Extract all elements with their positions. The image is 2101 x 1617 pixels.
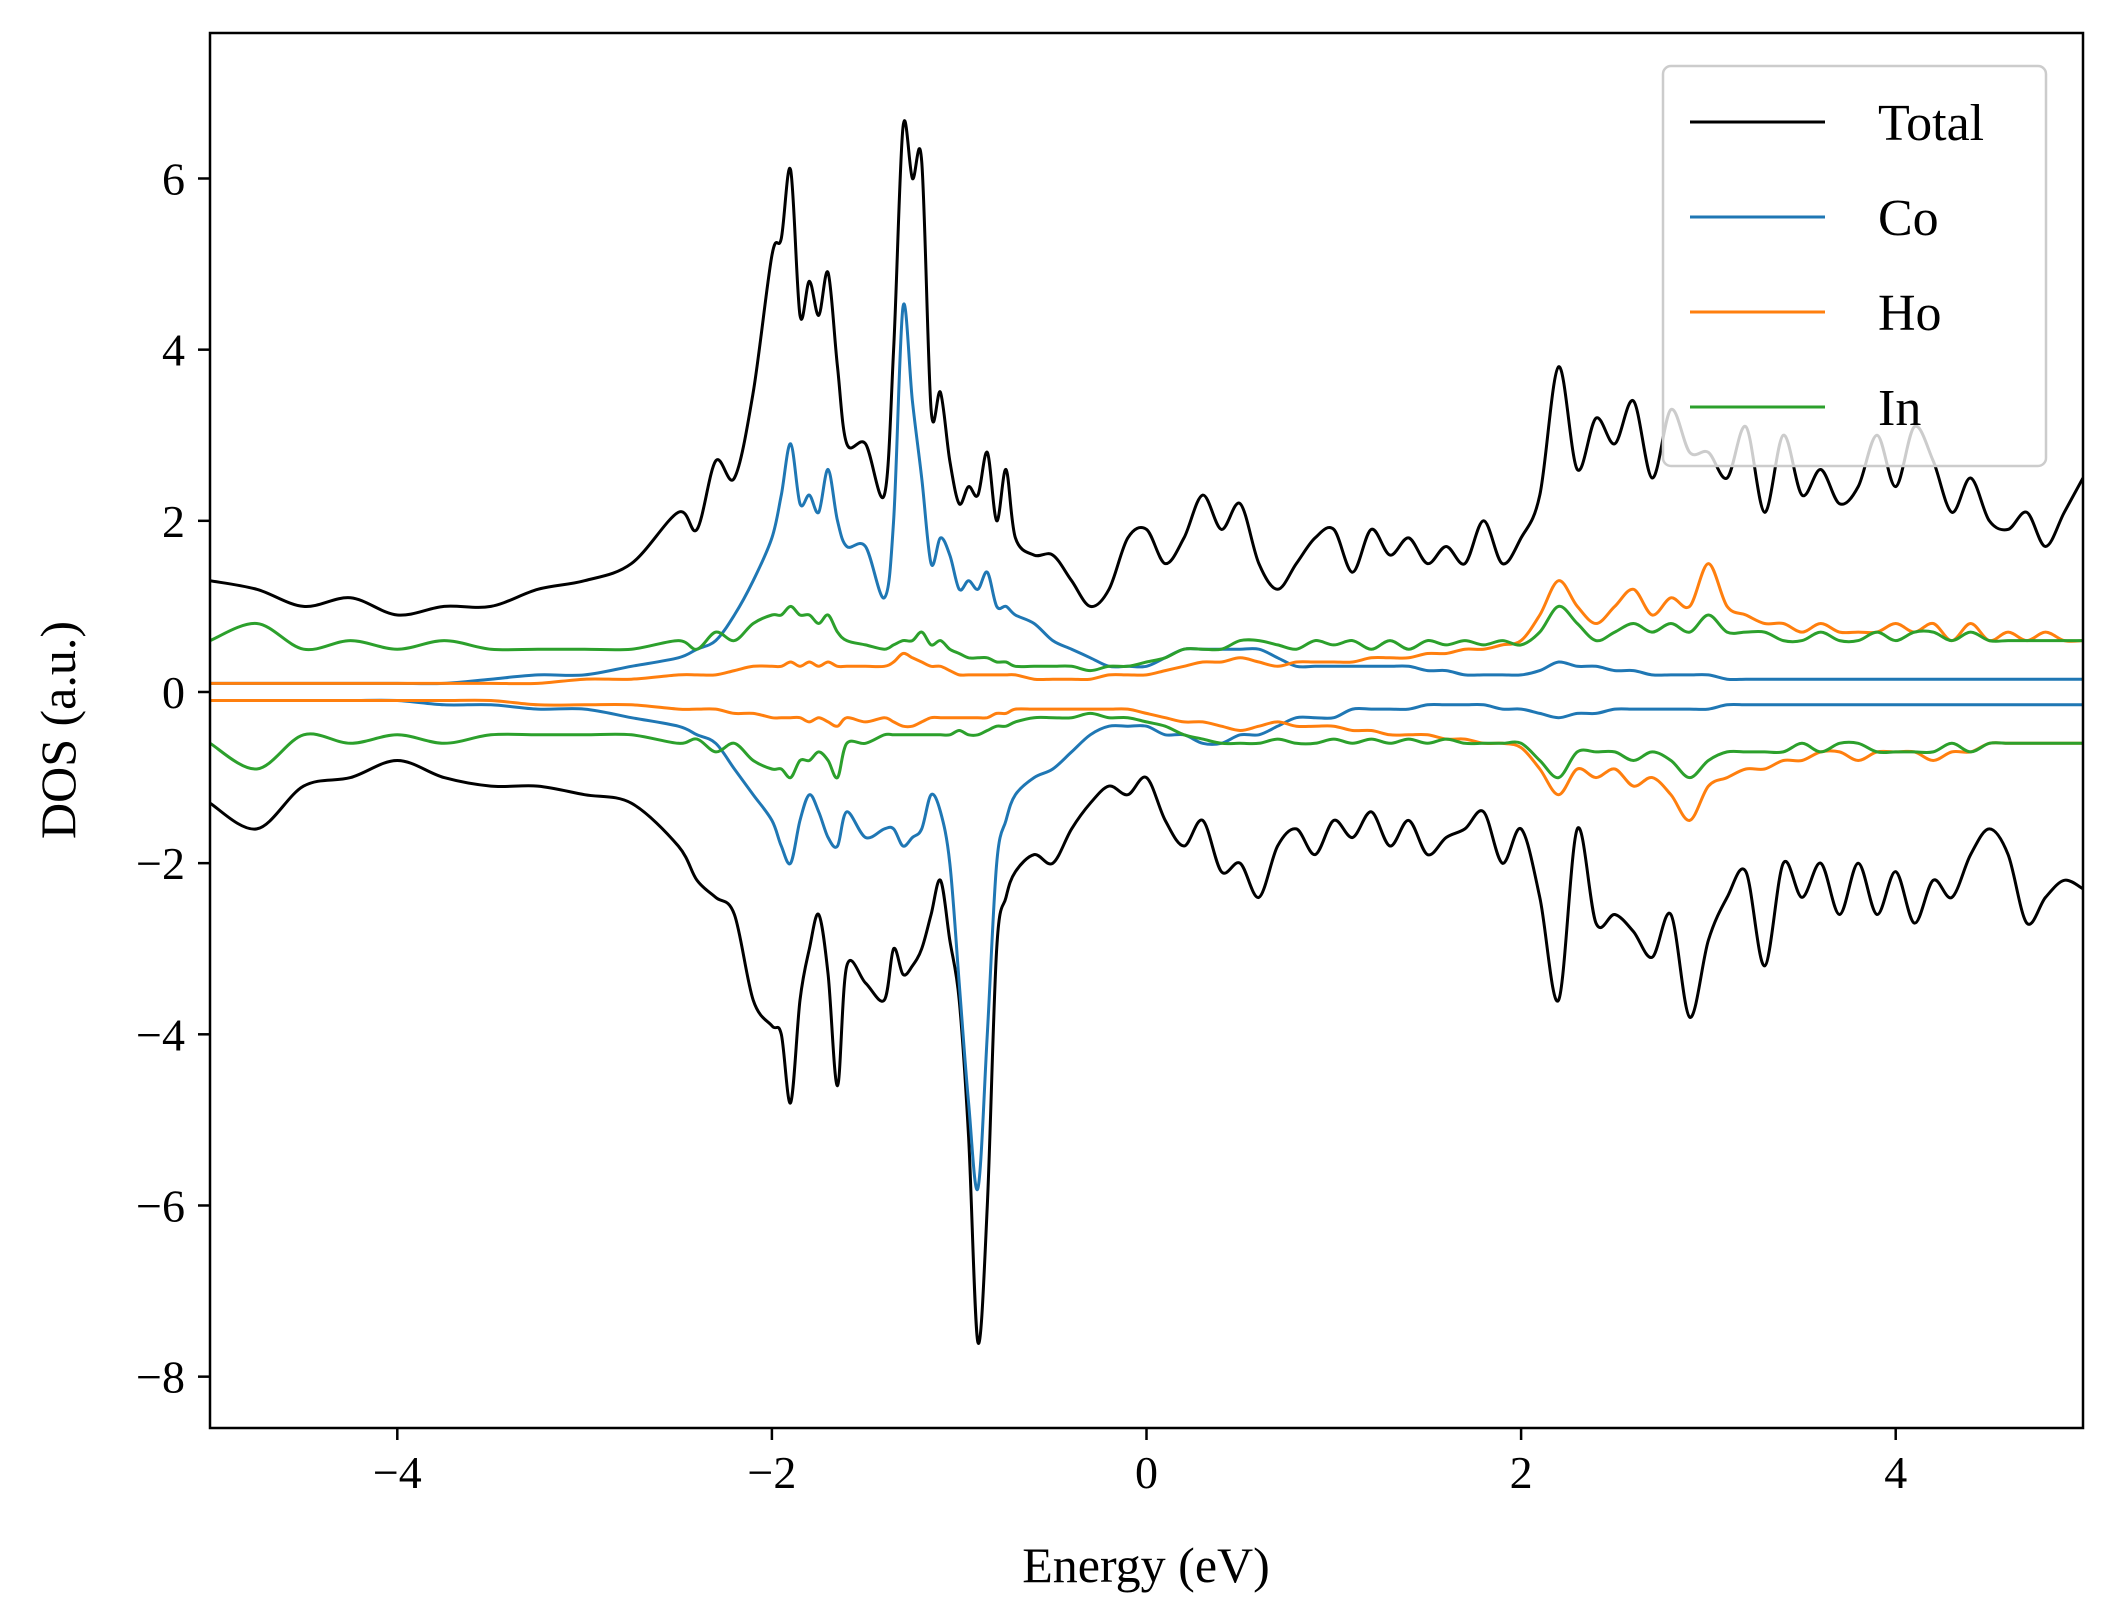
x-axis-label: Energy (eV) bbox=[1022, 1537, 1270, 1593]
x-tick-label: −2 bbox=[747, 1447, 796, 1498]
legend-box bbox=[1661, 64, 2048, 468]
legend-label-co: Co bbox=[1878, 190, 1939, 247]
x-axis: −4 −2 0 2 4 bbox=[373, 1428, 1907, 1498]
series-layer bbox=[210, 119, 2083, 1345]
x-tick-label: −4 bbox=[373, 1447, 422, 1498]
x-tick-label: 4 bbox=[1884, 1447, 1907, 1498]
legend-label-ho: Ho bbox=[1878, 285, 1942, 342]
series-line-total-spin-up bbox=[210, 119, 2083, 617]
x-tick-label: 2 bbox=[1510, 1447, 1533, 1498]
y-tick-label: 0 bbox=[162, 667, 185, 718]
series-line-in-spin-down bbox=[210, 711, 2083, 780]
y-tick-label: −4 bbox=[136, 1009, 185, 1060]
y-tick-label: −2 bbox=[136, 838, 185, 889]
x-tick-label: 0 bbox=[1135, 1447, 1158, 1498]
legend: Total Co Ho In bbox=[1661, 64, 2048, 468]
series-line-co-spin-down bbox=[210, 698, 2083, 1192]
y-tick-label: −6 bbox=[136, 1180, 185, 1231]
legend-label-in: In bbox=[1878, 380, 1921, 437]
y-axis: −8 −6 −4 −2 0 2 4 6 bbox=[136, 153, 210, 1403]
y-tick-label: 2 bbox=[162, 496, 185, 547]
y-tick-label: 6 bbox=[162, 153, 185, 204]
series-line-total-spin-down bbox=[210, 759, 2083, 1345]
series-line-in-spin-up bbox=[210, 604, 2083, 673]
series-line-ho-spin-up bbox=[210, 562, 2083, 686]
y-axis-label: DOS (a.u.) bbox=[30, 621, 86, 839]
legend-label-total: Total bbox=[1878, 95, 1984, 152]
y-tick-label: 4 bbox=[162, 325, 185, 376]
y-tick-label: −8 bbox=[136, 1352, 185, 1403]
series-line-ho-spin-down bbox=[210, 698, 2083, 822]
